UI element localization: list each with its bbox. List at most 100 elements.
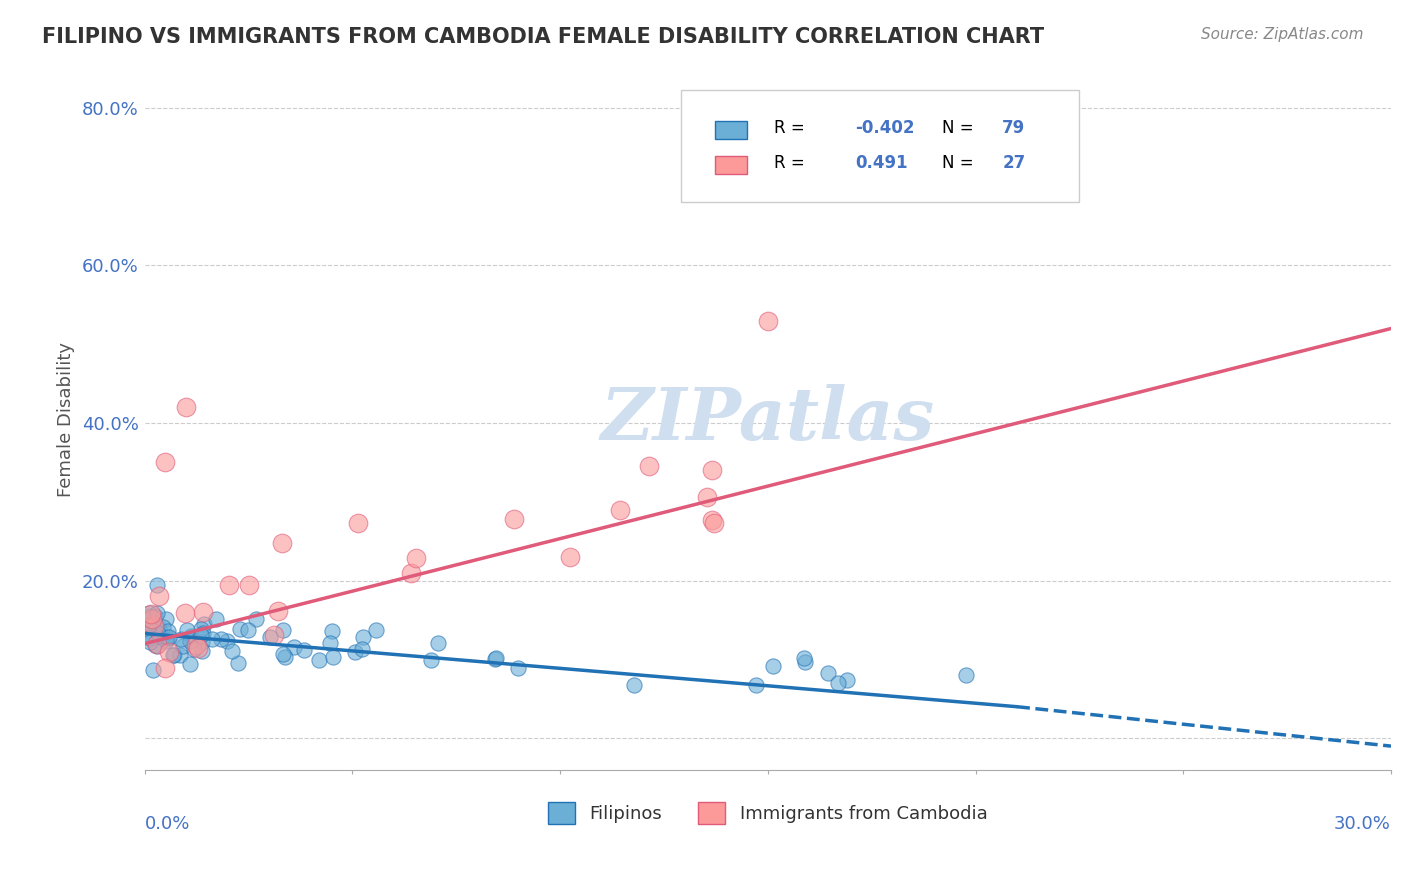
Point	[426, 636, 449, 650]
Point	[638, 458, 661, 473]
Legend: Filipinos, Immigrants from Cambodia: Filipinos, Immigrants from Cambodia	[541, 795, 995, 830]
Point	[201, 632, 224, 647]
Point	[271, 623, 294, 637]
Text: N =: N =	[942, 120, 979, 137]
Point	[955, 667, 977, 681]
Point	[190, 635, 212, 649]
Point	[138, 618, 160, 632]
Point	[273, 647, 295, 661]
FancyBboxPatch shape	[716, 121, 747, 138]
Point	[484, 651, 506, 665]
Point	[148, 625, 170, 640]
Point	[702, 513, 724, 527]
Point	[155, 455, 177, 469]
Point	[148, 589, 170, 603]
Point	[218, 577, 240, 591]
Point	[238, 578, 260, 592]
Point	[321, 624, 343, 638]
Point	[146, 606, 169, 620]
Text: Source: ZipAtlas.com: Source: ZipAtlas.com	[1201, 27, 1364, 42]
Point	[236, 623, 259, 637]
Point	[399, 566, 422, 580]
Point	[271, 536, 294, 550]
Point	[352, 641, 374, 656]
Point	[156, 632, 179, 647]
Point	[146, 578, 169, 592]
Point	[347, 516, 370, 531]
Point	[215, 633, 238, 648]
Point	[502, 512, 524, 526]
Point	[190, 628, 212, 642]
Point	[558, 549, 581, 564]
Point	[174, 401, 197, 415]
Point	[485, 651, 508, 665]
Text: N =: N =	[942, 154, 979, 172]
Point	[205, 612, 228, 626]
Point	[143, 619, 166, 633]
Point	[141, 612, 163, 626]
Point	[180, 629, 202, 643]
Text: -0.402: -0.402	[855, 120, 914, 137]
Point	[157, 645, 180, 659]
Point	[837, 673, 859, 688]
Point	[170, 632, 193, 646]
Text: 0.0%: 0.0%	[145, 815, 190, 833]
Point	[226, 656, 249, 670]
Point	[146, 637, 169, 651]
Point	[366, 623, 388, 637]
Point	[191, 644, 214, 658]
Point	[138, 606, 160, 620]
Point	[148, 621, 170, 635]
Point	[145, 621, 167, 635]
Point	[756, 313, 779, 327]
Point	[172, 639, 194, 653]
Y-axis label: Female Disability: Female Disability	[58, 342, 75, 497]
Point	[179, 634, 201, 648]
Point	[155, 661, 177, 675]
Text: 79: 79	[1002, 120, 1025, 137]
Point	[143, 639, 166, 653]
Point	[259, 630, 281, 644]
Point	[609, 503, 631, 517]
Point	[152, 620, 174, 634]
Point	[794, 655, 817, 669]
Point	[267, 604, 290, 618]
Text: 0.491: 0.491	[855, 154, 908, 172]
Point	[138, 631, 160, 645]
Point	[292, 643, 315, 657]
Point	[139, 607, 162, 621]
Point	[322, 650, 344, 665]
Point	[187, 641, 209, 656]
Point	[143, 625, 166, 640]
Point	[263, 628, 285, 642]
Point	[143, 609, 166, 624]
Point	[156, 630, 179, 644]
Point	[169, 648, 191, 662]
Text: FILIPINO VS IMMIGRANTS FROM CAMBODIA FEMALE DISABILITY CORRELATION CHART: FILIPINO VS IMMIGRANTS FROM CAMBODIA FEM…	[42, 27, 1045, 46]
Point	[186, 638, 208, 652]
Point	[221, 644, 243, 658]
Point	[138, 611, 160, 625]
Point	[191, 605, 214, 619]
Point	[183, 642, 205, 657]
Point	[703, 516, 725, 531]
Point	[762, 659, 785, 673]
FancyBboxPatch shape	[681, 89, 1080, 202]
Point	[148, 629, 170, 643]
Point	[138, 613, 160, 627]
Point	[405, 551, 427, 566]
Point	[155, 612, 177, 626]
Point	[793, 650, 815, 665]
Point	[419, 652, 441, 666]
Point	[193, 616, 215, 631]
Point	[155, 634, 177, 648]
Point	[274, 649, 297, 664]
Text: 27: 27	[1002, 154, 1025, 172]
Point	[162, 648, 184, 663]
Point	[139, 631, 162, 645]
Point	[623, 678, 645, 692]
Point	[146, 639, 169, 653]
Point	[156, 624, 179, 638]
Point	[283, 640, 305, 655]
Point	[817, 665, 839, 680]
